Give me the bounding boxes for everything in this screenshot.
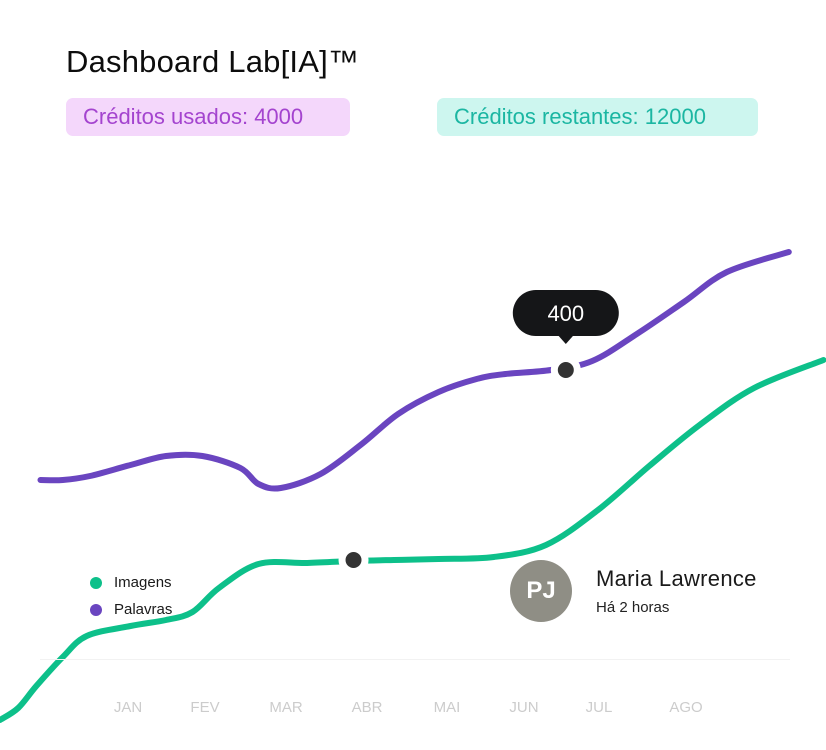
credits-remaining-badge: Créditos restantes: 12000 <box>437 98 758 136</box>
legend-swatch-palavras <box>90 603 102 616</box>
legend-label-palavras: Palavras <box>114 601 173 618</box>
user-card: PJ Maria Lawrence Há 2 horas <box>510 560 757 622</box>
data-point-marker[interactable] <box>345 552 362 568</box>
x-tick-label-abr: ABR <box>352 699 383 716</box>
credits-used-badge: Créditos usados: 4000 <box>66 98 350 136</box>
legend-swatch-imagens <box>90 576 102 589</box>
chart-baseline <box>40 659 790 660</box>
series-line-imagens <box>0 357 826 723</box>
legend-item-imagens: Imagens <box>90 569 172 596</box>
avatar[interactable]: PJ <box>510 560 572 622</box>
dashboard-title: Dashboard Lab[IA]™ <box>66 44 360 79</box>
tooltip-pointer <box>557 335 574 344</box>
user-name: Maria Lawrence <box>596 566 757 591</box>
tooltip-value-label: 400 <box>547 301 584 326</box>
x-tick-label-fev: FEV <box>190 699 219 716</box>
tooltip-box <box>512 290 619 336</box>
data-point-marker[interactable] <box>557 362 574 378</box>
x-tick-label-jan: JAN <box>114 699 142 716</box>
legend-item-palavras: Palavras <box>90 596 172 623</box>
x-tick-label-mar: MAR <box>269 699 303 716</box>
chart-legend: Imagens Palavras <box>90 569 172 623</box>
series-line-palavras <box>37 249 792 492</box>
x-tick-label-jul: JUL <box>586 699 613 716</box>
x-tick-label-jun: JUN <box>509 699 538 716</box>
user-timestamp: Há 2 horas <box>596 599 670 616</box>
legend-label-imagens: Imagens <box>114 574 172 591</box>
x-tick-label-ago: AGO <box>669 699 702 716</box>
x-tick-label-mai: MAI <box>434 699 461 716</box>
